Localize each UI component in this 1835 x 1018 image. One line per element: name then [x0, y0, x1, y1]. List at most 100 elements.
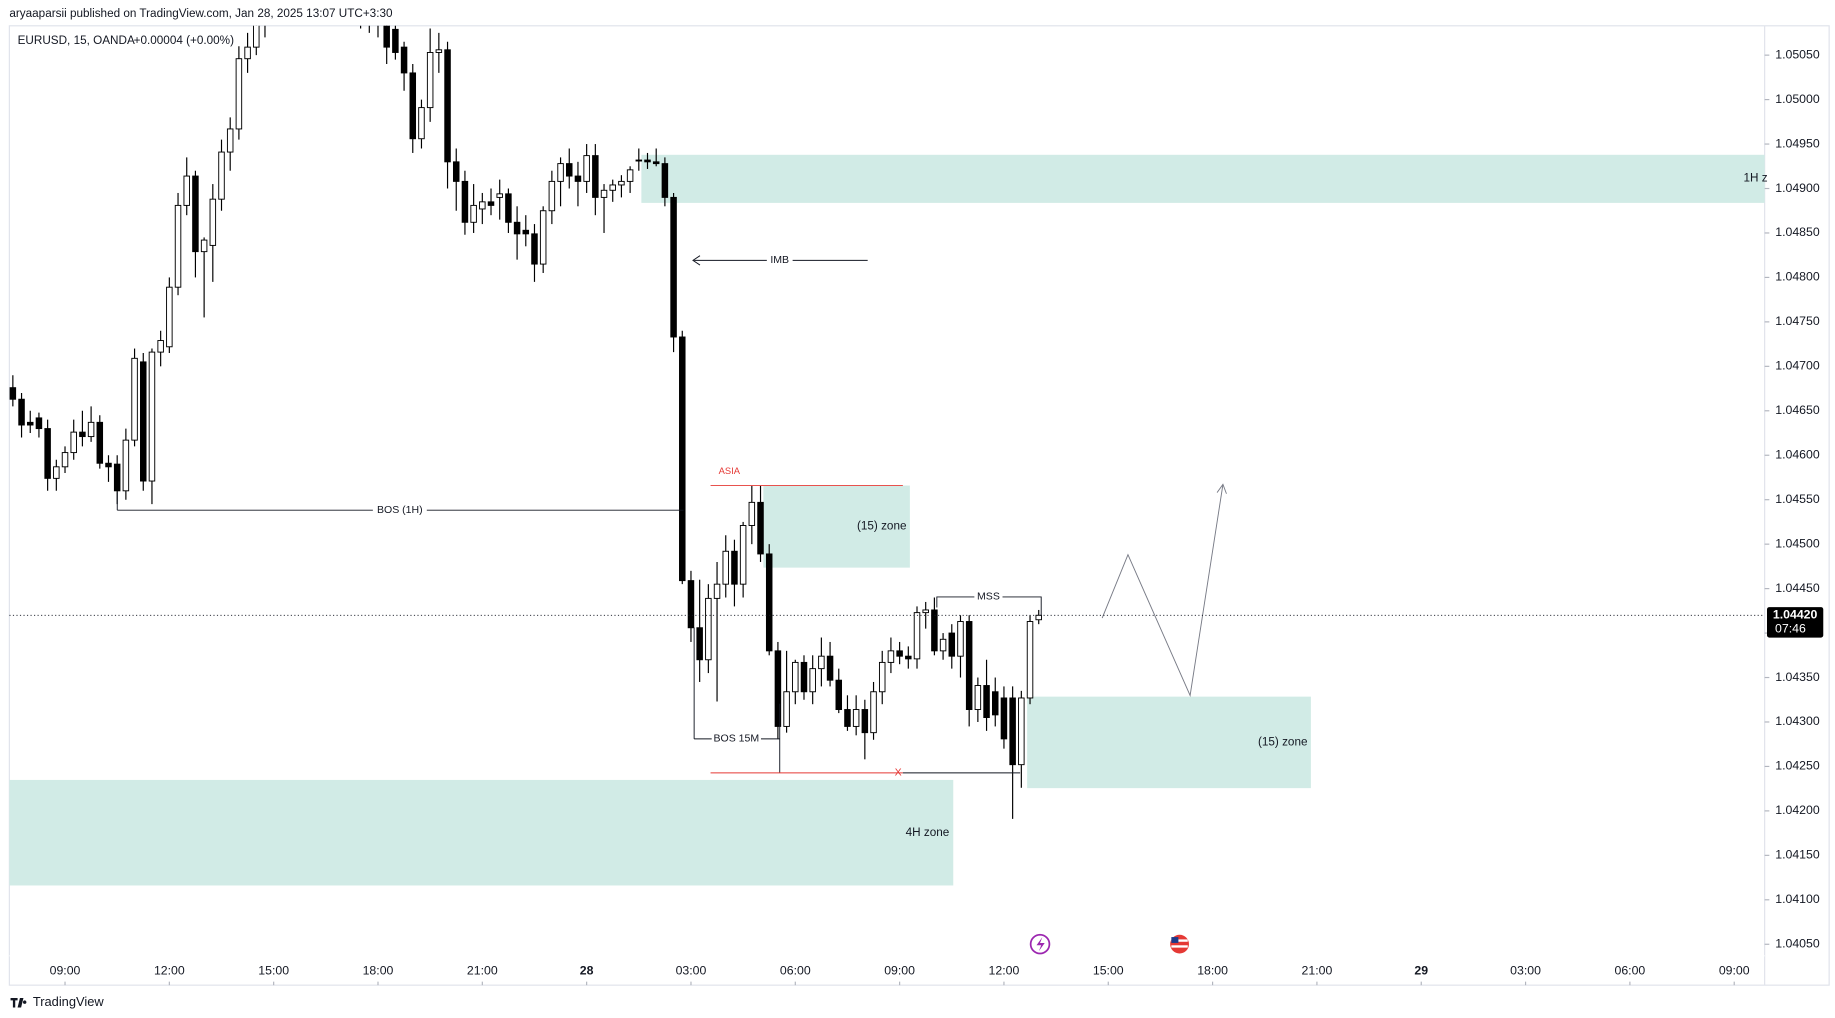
- candle-body: [166, 286, 173, 348]
- x-tick-label: 18:00: [1197, 963, 1228, 977]
- candle-body: [157, 340, 164, 353]
- x-tick-label: 21:00: [467, 963, 498, 977]
- frame: [8, 25, 1830, 986]
- event-icon[interactable]: [1029, 933, 1051, 955]
- candle-body: [183, 175, 190, 206]
- brand: TradingView: [33, 994, 105, 1009]
- candle-body: [948, 632, 956, 657]
- candle-body: [26, 421, 34, 426]
- candle-body: [383, 25, 390, 48]
- flag-canton[interactable]: [1171, 937, 1179, 943]
- candle-body: [9, 387, 17, 400]
- candle-body: [600, 189, 608, 198]
- y-tick-label: 1.04700: [1775, 359, 1820, 373]
- candle-body: [592, 155, 599, 198]
- candle-body: [1018, 697, 1025, 766]
- x-tick-label: 15:00: [258, 963, 289, 977]
- y-tick-label: 1.04300: [1775, 714, 1820, 728]
- candle-body: [479, 201, 486, 210]
- footer-logo: TradingView: [10, 994, 105, 1009]
- x-tick-label: 12:00: [154, 963, 185, 977]
- publisher-line: aryaaparsii published on TradingView.com…: [9, 7, 393, 20]
- candle-body: [965, 621, 973, 711]
- y-tick-label: 1.04800: [1775, 270, 1820, 284]
- x-tick-label: 21:00: [1302, 963, 1333, 977]
- candle-body: [44, 428, 51, 479]
- candle-body: [566, 163, 573, 177]
- x-tick-label: 09:00: [1719, 963, 1750, 977]
- candle-body: [757, 501, 764, 555]
- bos-1h-label: BOS (1H): [377, 504, 423, 516]
- asia-label: ASIA: [719, 466, 741, 476]
- bos-1h-label-bg: [372, 503, 427, 518]
- candle-body: [1000, 697, 1008, 740]
- x-tick-label: 28: [580, 963, 594, 977]
- economic-event-icon[interactable]: [1170, 934, 1189, 954]
- flag-stripe[interactable]: [1171, 939, 1188, 942]
- event-icon-bolt[interactable]: [1036, 937, 1045, 952]
- candle-body: [418, 107, 425, 140]
- candle-body: [974, 685, 982, 711]
- candle-body: [105, 462, 112, 468]
- drawings: [116, 255, 1227, 774]
- candle-body: [531, 233, 538, 265]
- candle-body: [539, 210, 547, 265]
- candle-body: [800, 661, 808, 693]
- candle-body: [53, 466, 60, 479]
- bos-15m-label-bg: [711, 731, 761, 746]
- candle-body: [122, 439, 130, 492]
- y-tick-label: 1.04550: [1775, 492, 1820, 506]
- candle-body: [470, 204, 477, 223]
- candle-body: [905, 655, 912, 660]
- candle-body: [583, 155, 590, 182]
- zone-15-lower-label: (15) zone: [1258, 735, 1308, 748]
- y-tick-label: 1.04950: [1775, 136, 1820, 150]
- y-tick-label: 1.04050: [1775, 937, 1820, 951]
- candle-body: [679, 336, 686, 582]
- candle-body: [913, 612, 921, 660]
- y-tick-label: 1.04750: [1775, 314, 1820, 328]
- zone-1h-label: 1H z: [1744, 171, 1768, 184]
- candle-body: [113, 463, 121, 492]
- imb-arrowhead: [692, 255, 701, 266]
- candle-body: [722, 550, 729, 585]
- candle-body: [957, 621, 964, 657]
- candle-body: [861, 709, 869, 734]
- flag-stripe[interactable]: [1171, 945, 1188, 948]
- candle-body: [731, 550, 738, 585]
- y-tick-label: 1.04350: [1775, 670, 1820, 684]
- candle-body: [792, 661, 799, 693]
- candle-body: [687, 580, 695, 629]
- candle-body: [818, 655, 825, 670]
- zones: [9, 154, 1765, 886]
- candle-body: [896, 650, 903, 657]
- x-tick-label: 09:00: [50, 963, 81, 977]
- candle-body: [783, 691, 790, 727]
- zone-1h: [641, 154, 1765, 203]
- x-tick-label: 06:00: [1615, 963, 1646, 977]
- candles: [9, 25, 1042, 819]
- candle-body: [609, 184, 616, 191]
- symbol: EURUSD, 15, OANDA: [18, 34, 135, 47]
- candle-body: [713, 583, 721, 599]
- candle-body: [513, 221, 521, 235]
- candle-body: [626, 169, 634, 182]
- candle-body: [705, 597, 712, 661]
- candle-body: [505, 193, 512, 223]
- candle-body: [774, 650, 782, 727]
- candle-body: [174, 204, 182, 288]
- zone-15-upper: [763, 485, 910, 568]
- candle-body: [192, 175, 199, 253]
- candle-body: [739, 525, 747, 585]
- candle-body: [200, 239, 208, 253]
- candle-body: [452, 161, 460, 182]
- candle-body: [696, 627, 703, 661]
- projection-arrowhead: [1216, 483, 1227, 494]
- zone-15-upper-label: (15) zone: [857, 520, 907, 533]
- candle-body: [235, 58, 243, 130]
- y-tick-label: 1.04250: [1775, 759, 1820, 773]
- x-tick-label: 03:00: [676, 963, 707, 977]
- mss-label: MSS: [977, 591, 1000, 603]
